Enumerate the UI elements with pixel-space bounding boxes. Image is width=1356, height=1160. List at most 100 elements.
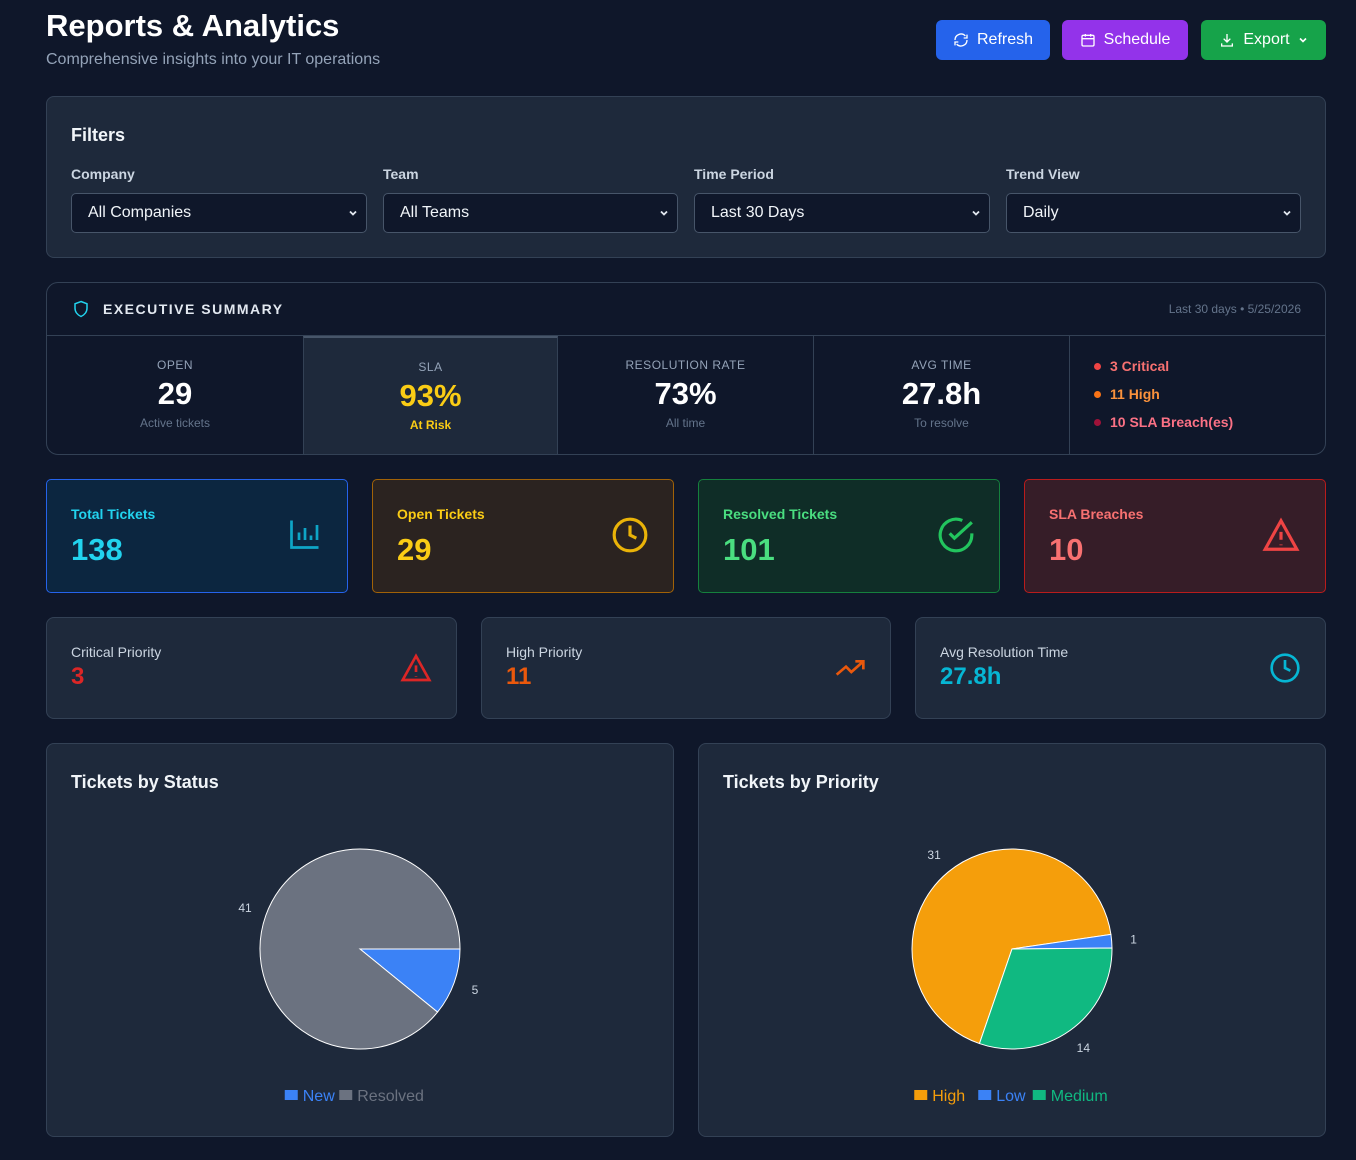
slice-label: 14: [1077, 1041, 1091, 1055]
stat-value: 10: [1049, 532, 1084, 567]
pie-slice: [259, 848, 461, 1050]
legend-label: Resolved: [357, 1088, 424, 1105]
stat-card: SLA Breaches 10: [1024, 479, 1326, 593]
priority-value: 11: [506, 663, 532, 690]
pie-chart: 31 1 14 High Low Medium: [911, 848, 1137, 1105]
metric-cell: SLA 93% At Risk: [303, 336, 558, 454]
priority-value: 3: [71, 663, 85, 690]
legend-label: Low: [996, 1088, 1026, 1105]
metric-value: 93%: [399, 378, 462, 413]
page-subtitle: Comprehensive insights into your IT oper…: [46, 51, 381, 68]
export-button[interactable]: Export: [1201, 20, 1326, 60]
button-label: Refresh: [976, 31, 1034, 48]
stat-label: SLA Breaches: [1049, 506, 1144, 522]
metric-value: 29: [157, 376, 193, 411]
pie-slice: [911, 848, 1112, 1045]
metric-label: OPEN: [156, 358, 193, 372]
filters-card: [46, 96, 1326, 258]
alert-text: 11 High: [1110, 386, 1160, 402]
priority-value: 27.8h: [940, 663, 1002, 690]
metric-cell: OPEN 29 Active tickets: [47, 336, 303, 454]
trend-view-select[interactable]: Daily: [1006, 193, 1301, 233]
chart-card: Tickets by Priority 31 1 14 High Low Medium: [698, 743, 1326, 1137]
chevron: [972, 210, 980, 216]
chevron: [349, 210, 357, 216]
filters-title: Filters: [71, 125, 126, 145]
chevron: [1283, 210, 1291, 216]
legend-label: High: [932, 1088, 965, 1105]
metric-note: All time: [665, 416, 706, 430]
chart-title: Tickets by Priority: [723, 772, 879, 792]
filter-label: Team: [383, 166, 419, 182]
metric-cell: RESOLUTION RATE 73% All time: [558, 336, 814, 454]
metric-label: AVG TIME: [911, 358, 972, 372]
slice-label: 41: [238, 901, 252, 915]
calendar-icon: [1080, 34, 1095, 47]
summary-title: EXECUTIVE SUMMARY: [103, 301, 284, 317]
button-label: Schedule: [1103, 31, 1171, 48]
chart-card: Tickets by Status 5 41 New Resolved: [46, 743, 674, 1137]
legend-label: New: [303, 1088, 335, 1105]
page-title: Reports & Analytics: [46, 8, 340, 43]
stat-value: 101: [723, 532, 775, 567]
button-label: Export: [1243, 31, 1290, 48]
stat-label: Open Tickets: [397, 506, 485, 522]
refresh-icon: [954, 33, 968, 47]
select-value: Daily: [1023, 204, 1059, 221]
chart-title: Tickets by Status: [71, 772, 219, 792]
legend-swatch: [339, 1090, 353, 1100]
legend-swatch: [978, 1090, 992, 1100]
warning-icon: [400, 653, 432, 682]
trend-icon: [835, 660, 865, 676]
filter-label: Company: [71, 166, 135, 182]
metric-note: Active tickets: [139, 416, 211, 430]
legend-swatch: [284, 1090, 298, 1100]
schedule-button[interactable]: Schedule: [1062, 20, 1188, 60]
legend-label: Medium: [1051, 1088, 1108, 1105]
select-value: Last 30 Days: [711, 204, 805, 221]
priority-label: Avg Resolution Time: [940, 644, 1069, 660]
metric-note: At Risk: [409, 418, 452, 432]
slice-label: 5: [472, 983, 479, 997]
slice-label: 1: [1130, 932, 1137, 946]
filter-label: Trend View: [1006, 166, 1080, 182]
alert-text: 10 SLA Breach(es): [1110, 414, 1234, 430]
stat-value: 29: [397, 532, 432, 567]
pie-chart: 5 41 New Resolved: [238, 848, 479, 1105]
chevron: [660, 210, 668, 216]
priority-card: Critical Priority 3: [46, 617, 457, 719]
priority-card: Avg Resolution Time 27.8h: [915, 617, 1326, 719]
slice-label: 31: [927, 848, 941, 862]
alert-text: 3 Critical: [1110, 358, 1170, 374]
summary-meta: Last 30 days • 5/25/2026: [1168, 302, 1301, 316]
select-value: All Teams: [400, 204, 470, 221]
clock-icon: [612, 517, 648, 553]
filter-label: Time Period: [694, 166, 774, 182]
metric-label: SLA: [418, 360, 443, 374]
bar-icon: [290, 520, 319, 549]
pie-slice: [358, 948, 461, 1013]
metric-note: To resolve: [914, 416, 969, 430]
select-value: All Companies: [88, 204, 192, 221]
metric-label: RESOLUTION RATE: [625, 358, 746, 372]
company-select[interactable]: All Companies: [71, 193, 367, 233]
stat-card: Total Tickets 138: [46, 479, 348, 593]
stat-label: Total Tickets: [71, 506, 156, 522]
metric-value: 73%: [654, 376, 717, 411]
refresh-button[interactable]: Refresh: [936, 20, 1050, 60]
shield-icon: [74, 300, 88, 318]
metric-value: 27.8h: [901, 376, 982, 411]
check-icon: [938, 517, 974, 553]
stat-label: Resolved Tickets: [723, 506, 838, 522]
clock-icon: [1270, 653, 1300, 683]
metric-cell: AVG TIME 27.8h To resolve: [814, 336, 1070, 454]
divider: [47, 335, 1325, 336]
alert-item: 11 High: [1094, 386, 1160, 402]
priority-label: Critical Priority: [71, 644, 162, 660]
pie-slice: [978, 947, 1113, 1050]
download-icon: [1221, 34, 1234, 47]
time-period-select[interactable]: Last 30 Days: [694, 193, 990, 233]
team-select[interactable]: All Teams: [383, 193, 678, 233]
legend-swatch: [1032, 1090, 1046, 1100]
